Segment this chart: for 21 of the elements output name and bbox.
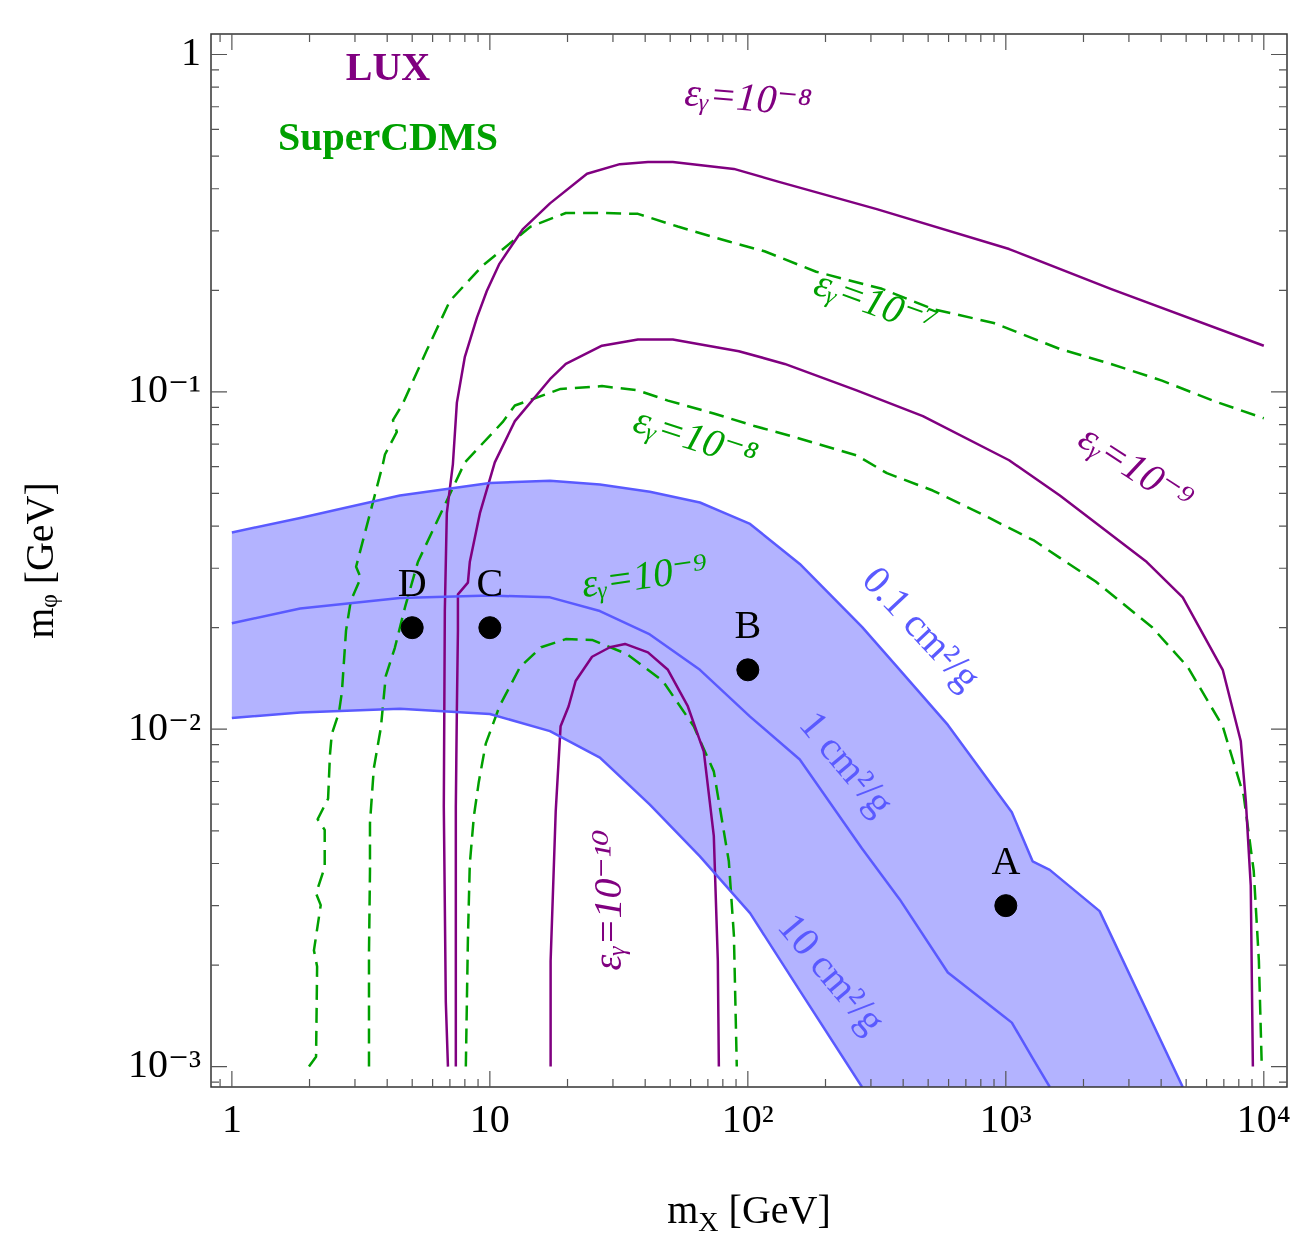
- annotation: B: [734, 602, 762, 648]
- annotation: A: [991, 838, 1021, 884]
- x-tick-label: 1: [221, 1095, 242, 1141]
- x-tick-label: 10: [469, 1095, 510, 1141]
- annotation: εᵧ=10⁻⁷: [808, 259, 944, 346]
- x-tick-label: 10⁴: [1236, 1095, 1291, 1141]
- y-axis-title: mᵩ [GeV]: [16, 482, 62, 639]
- y-tick-label: 10⁻²: [127, 703, 201, 749]
- annotation: εᵧ=10⁻⁹: [578, 543, 711, 607]
- annotation: εᵧ=10⁻⁸: [683, 69, 814, 125]
- annotation: SuperCDMS: [277, 114, 499, 160]
- annotation: εᵧ=10⁻¹⁰: [584, 829, 630, 971]
- x-tick-label: 10³: [979, 1095, 1032, 1141]
- annotation: D: [397, 560, 427, 606]
- annotation: εᵧ=10⁻⁸: [628, 396, 764, 479]
- y-tick-label: 10⁻³: [127, 1041, 201, 1087]
- y-tick-label: 10⁻¹: [127, 366, 201, 412]
- annotation: C: [476, 560, 504, 606]
- x-tick-label: 10²: [721, 1095, 774, 1141]
- annotation: LUX: [345, 44, 431, 90]
- y-tick-label: 1: [181, 28, 201, 74]
